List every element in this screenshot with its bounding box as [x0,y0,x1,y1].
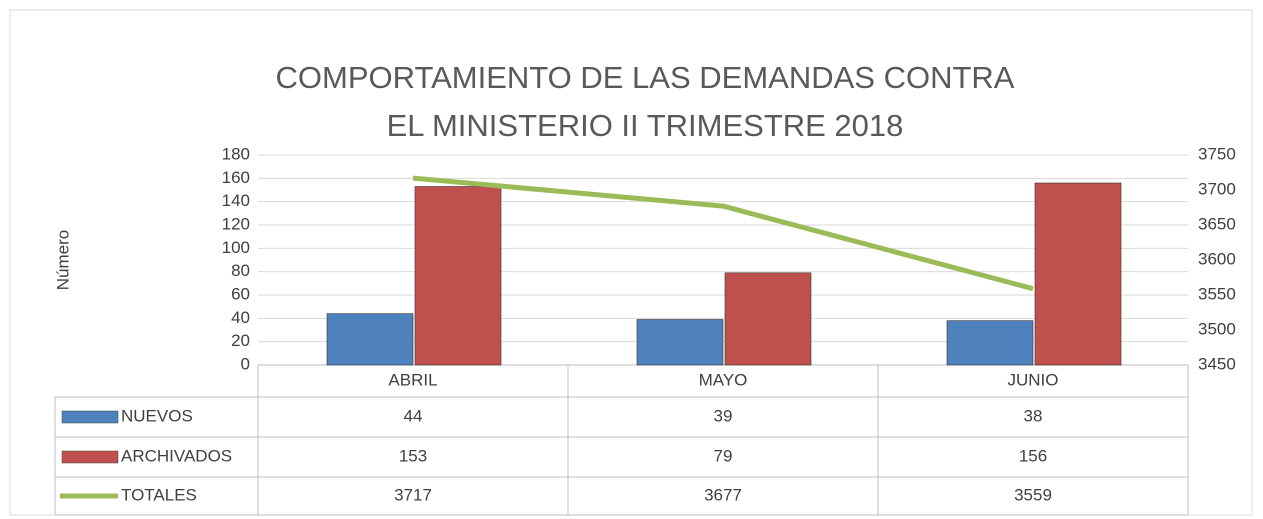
legend-swatch [61,410,119,424]
line [412,175,1034,292]
y2-tick-label: 3500 [1198,319,1236,338]
table-value: 153 [399,446,427,465]
y-tick-label: 0 [241,354,250,373]
y-tick-label: 60 [231,284,250,303]
legend-label: NUEVOS [121,406,193,425]
bar [946,320,1034,366]
y-tick-label: 100 [222,238,250,257]
y2-tick-label: 3450 [1198,354,1236,373]
table-value: 156 [1019,446,1047,465]
chart-title: EL MINISTERIO II TRIMESTRE 2018 [387,108,904,143]
x-tick-label: ABRIL [388,370,437,389]
table-value: 79 [714,446,733,465]
bar [1034,182,1122,366]
table-value: 3717 [394,485,432,504]
y2-tick-label: 3700 [1198,179,1236,198]
legend-label: TOTALES [121,485,197,504]
legend-swatch [61,450,119,464]
table-value: 39 [714,406,733,425]
y-tick-label: 140 [222,191,250,210]
x-tick-label: JUNIO [1008,370,1059,389]
bar [326,313,414,366]
y-tick-label: 80 [231,261,250,280]
y-tick-label: 180 [222,144,250,163]
bar [724,272,812,366]
y-tick-label: 20 [231,331,250,350]
y2-tick-label: 3600 [1198,249,1236,268]
bar [414,186,502,366]
table-value: 38 [1024,406,1043,425]
x-tick-label: MAYO [699,370,748,389]
y-tick-label: 160 [222,168,250,187]
bar [636,319,724,366]
y2-tick-label: 3650 [1198,214,1236,233]
y-tick-label: 40 [231,308,250,327]
y-axis-label: Número [53,230,72,290]
y2-tick-label: 3550 [1198,284,1236,303]
y-tick-label: 120 [222,214,250,233]
table-value: 3559 [1014,485,1052,504]
chart-title: COMPORTAMIENTO DE LAS DEMANDAS CONTRA [276,60,1015,95]
table-value: 3677 [704,485,742,504]
y2-tick-label: 3750 [1198,144,1236,163]
table-value: 44 [404,406,423,425]
legend-label: ARCHIVADOS [121,446,232,465]
